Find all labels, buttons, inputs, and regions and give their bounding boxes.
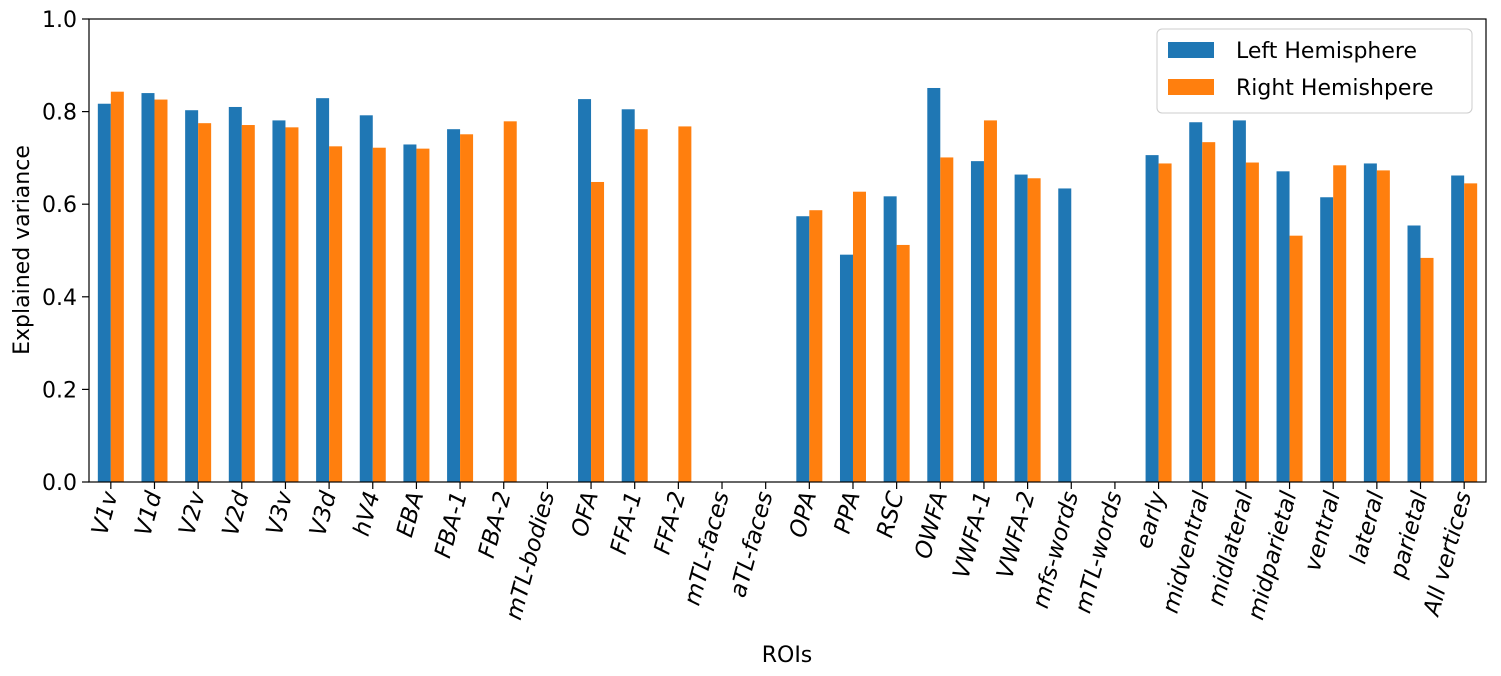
bar-right-ffa-2 <box>678 126 692 482</box>
legend-label-left-hemisphere: Left Hemisphere <box>1236 39 1417 64</box>
bar-right-v1v <box>110 91 124 482</box>
bar-left-v3d <box>316 98 330 482</box>
bar-right-ofa <box>591 181 605 482</box>
bar-left-ventral <box>1320 197 1334 482</box>
bar-right-ppa <box>852 191 866 482</box>
bar-left-v1v <box>97 103 111 482</box>
y-tick-label: 0.4 <box>42 286 77 311</box>
x-tick-label: FFA-2 <box>650 489 692 557</box>
x-tick-label: V2d <box>218 488 255 539</box>
legend-label-right-hemisphere: Right Hemishpere <box>1236 76 1434 101</box>
bar-right-rsc <box>896 244 910 482</box>
bar-left-lateral <box>1363 163 1377 482</box>
y-axis-title: Explained variance <box>10 145 35 355</box>
bar-left-vwfa-1 <box>970 161 984 483</box>
x-tick-label: FBA-2 <box>474 489 517 561</box>
bar-right-ffa-1 <box>634 129 648 482</box>
x-tick-label: VWFA-1 <box>949 489 997 582</box>
bar-right-v2d <box>241 125 255 482</box>
bar-left-early <box>1145 155 1159 482</box>
x-tick-label: aTL-faces <box>725 489 778 600</box>
bar-right-eba <box>416 148 430 482</box>
x-tick-label: V1d <box>131 488 168 539</box>
legend-frame <box>1156 28 1473 114</box>
bar-left-fba-1 <box>447 129 461 482</box>
x-tick-label: hV4 <box>349 489 386 539</box>
bar-right-opa <box>809 210 823 482</box>
bars-layer <box>97 87 1478 483</box>
y-tick-label: 0.6 <box>42 193 77 218</box>
bar-right-midlateral <box>1245 162 1259 482</box>
bar-left-midventral <box>1189 122 1203 483</box>
bar-left-opa <box>796 216 810 482</box>
bar-right-vwfa-1 <box>983 120 997 482</box>
x-tick-label: V1v <box>87 488 124 538</box>
x-tick-label: OFA <box>567 489 604 540</box>
x-tick-label: PPA <box>830 489 866 537</box>
x-tick-label: V2v <box>174 488 211 538</box>
x-tick-label: RSC <box>872 489 909 541</box>
bar-right-owfa <box>940 157 954 482</box>
bar-right-parietal <box>1420 257 1434 482</box>
bar-left-rsc <box>883 196 897 483</box>
x-tick-label: V3d <box>305 488 342 539</box>
x-tick-label: parietal <box>1385 488 1433 581</box>
y-axis: 0.0 0.2 0.4 0.6 0.8 1.0 <box>42 8 89 496</box>
bar-left-mfs-words <box>1058 188 1072 482</box>
legend-swatch-right-hemisphere <box>1168 79 1214 95</box>
bar-left-ppa <box>839 254 853 482</box>
y-tick-label: 0.0 <box>42 471 77 496</box>
bar-right-ventral <box>1333 165 1347 483</box>
bar-left-vwfa-2 <box>1014 174 1028 482</box>
bar-right-fba-1 <box>460 134 474 483</box>
plot-frame <box>88 18 1487 483</box>
bar-left-eba <box>403 144 417 482</box>
bar-left-ffa-1 <box>621 109 635 482</box>
y-tick-label: 1.0 <box>42 8 77 33</box>
x-tick-label: EBA <box>392 489 429 540</box>
bar-right-midventral <box>1202 142 1216 482</box>
bar-right-midparietal <box>1289 235 1303 482</box>
x-tick-label: ventral <box>1300 488 1346 574</box>
y-tick-label: 0.8 <box>42 101 77 126</box>
bar-right-v3v <box>285 127 299 482</box>
legend: Left Hemisphere Right Hemishpere <box>1156 28 1473 114</box>
legend-swatch-left-hemisphere <box>1168 42 1214 58</box>
bar-right-all-vertices <box>1464 183 1478 483</box>
x-tick-label: OPA <box>785 489 822 541</box>
x-axis-title: ROIs <box>762 643 813 668</box>
bar-right-fba-2 <box>503 121 517 482</box>
x-axis: V1v V1d V2v V2d V3v V3d hV4 EBA FBA-1 FBA-2mTL-bo… <box>87 482 1477 623</box>
bar-left-v2v <box>185 110 199 482</box>
bar-left-parietal <box>1407 225 1421 483</box>
bar-right-v3d <box>329 146 343 482</box>
bar-right-early <box>1158 163 1172 482</box>
x-tick-label: V3v <box>262 488 299 538</box>
bar-right-v2v <box>198 123 212 483</box>
x-tick-label: lateral <box>1345 488 1389 566</box>
y-tick-label: 0.2 <box>42 378 77 403</box>
x-tick-label: early <box>1131 488 1171 551</box>
bar-left-v2d <box>228 106 242 482</box>
bar-right-vwfa-2 <box>1027 178 1041 482</box>
x-tick-label: VWFA-2 <box>992 489 1040 582</box>
bar-left-midparietal <box>1276 171 1290 482</box>
bar-left-all-vertices <box>1451 175 1465 482</box>
bar-right-v1d <box>154 99 168 482</box>
bar-left-owfa <box>927 87 941 482</box>
bar-left-ofa <box>578 99 592 482</box>
x-tick-label: OWFA <box>910 489 953 562</box>
bar-left-v1d <box>141 93 155 482</box>
x-tick-label: FBA-1 <box>430 489 473 561</box>
bar-left-v3v <box>272 120 286 482</box>
bar-left-hv4 <box>359 115 373 482</box>
bar-left-midlateral <box>1232 120 1246 482</box>
bar-right-hv4 <box>372 147 386 483</box>
bar-right-lateral <box>1376 170 1390 482</box>
x-tick-label: FFA-1 <box>606 489 648 557</box>
